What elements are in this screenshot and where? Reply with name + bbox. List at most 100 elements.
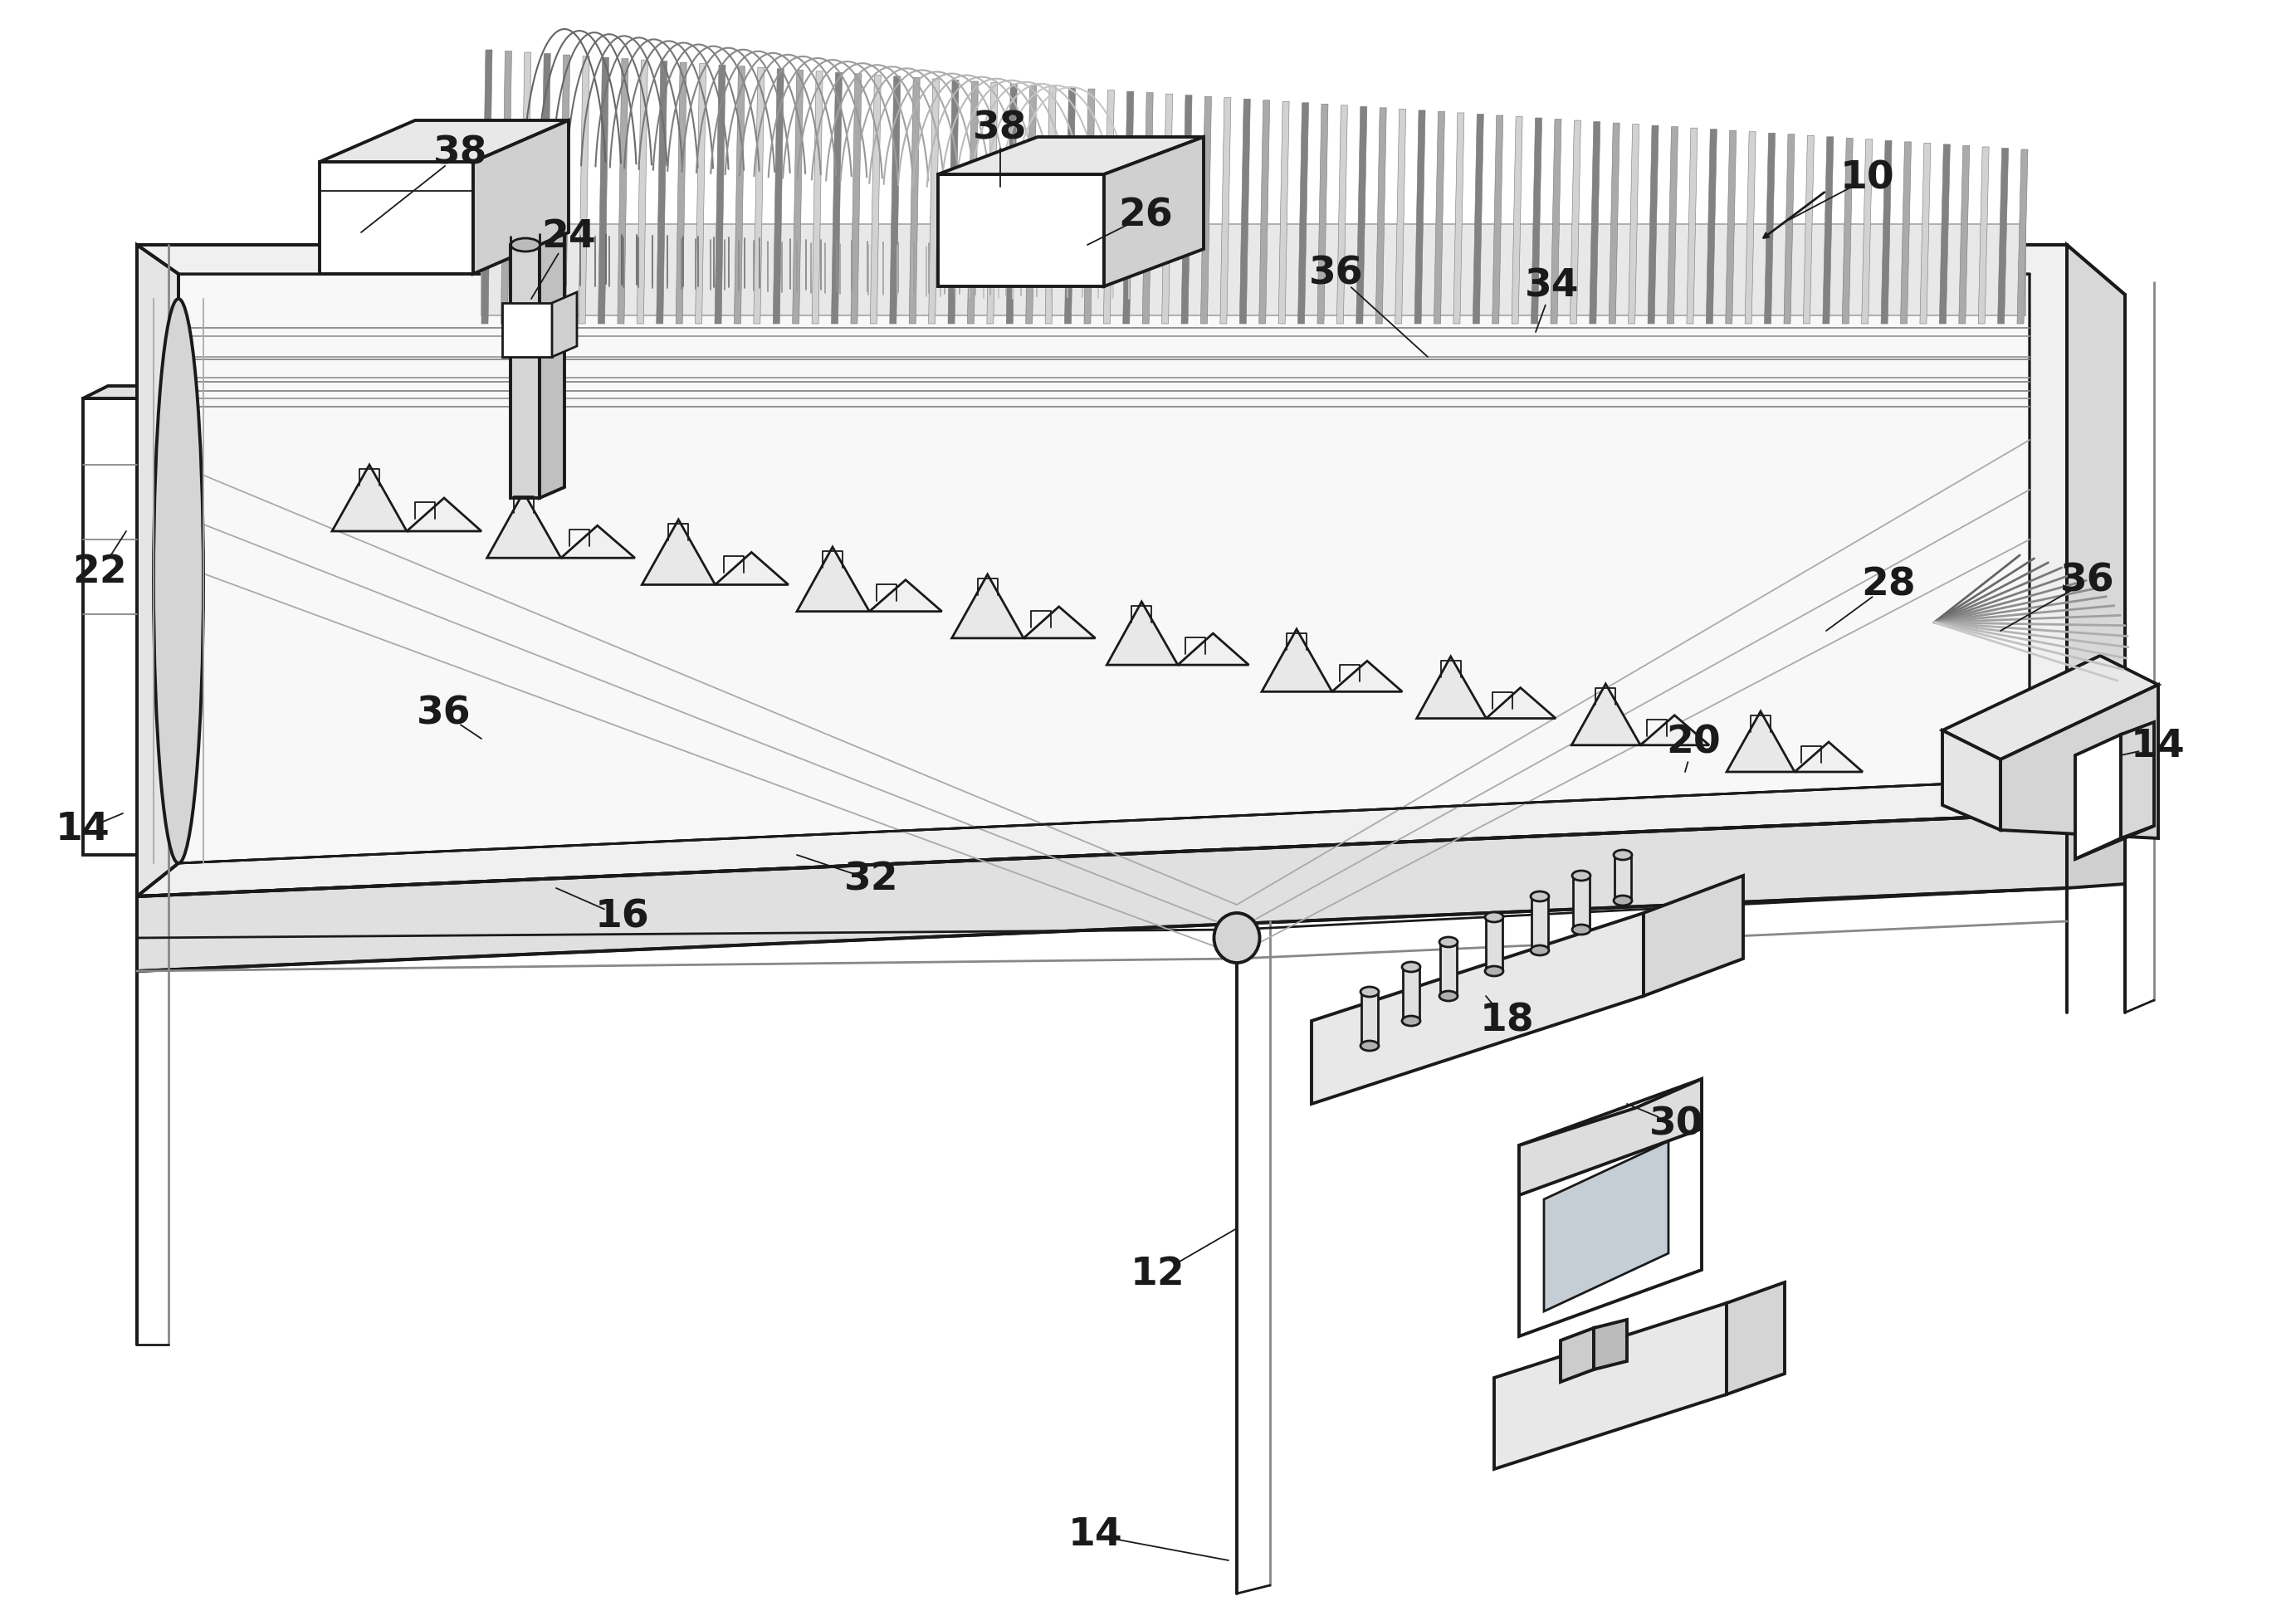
Polygon shape bbox=[1520, 1079, 1701, 1336]
Polygon shape bbox=[1492, 116, 1504, 324]
Polygon shape bbox=[1453, 113, 1465, 324]
Polygon shape bbox=[1357, 106, 1366, 324]
Polygon shape bbox=[675, 63, 687, 324]
Polygon shape bbox=[1531, 118, 1543, 324]
Ellipse shape bbox=[1403, 962, 1421, 971]
Polygon shape bbox=[1795, 743, 1862, 772]
Polygon shape bbox=[1573, 876, 1589, 930]
Polygon shape bbox=[2066, 809, 2126, 888]
Polygon shape bbox=[1084, 89, 1095, 324]
Text: 36: 36 bbox=[1309, 255, 1364, 293]
Polygon shape bbox=[643, 520, 714, 585]
Polygon shape bbox=[1802, 135, 1814, 324]
Polygon shape bbox=[797, 548, 870, 612]
Polygon shape bbox=[1880, 140, 1892, 324]
Text: 18: 18 bbox=[1479, 1002, 1534, 1039]
Polygon shape bbox=[482, 50, 491, 324]
Polygon shape bbox=[1495, 1303, 1727, 1469]
Polygon shape bbox=[870, 580, 941, 612]
Polygon shape bbox=[1279, 101, 1290, 324]
Text: 16: 16 bbox=[595, 899, 650, 936]
Polygon shape bbox=[1543, 1141, 1669, 1311]
Polygon shape bbox=[319, 161, 473, 274]
Polygon shape bbox=[1486, 688, 1557, 719]
Polygon shape bbox=[1417, 657, 1486, 719]
Ellipse shape bbox=[1362, 1041, 1380, 1050]
Polygon shape bbox=[618, 58, 629, 324]
Text: 38: 38 bbox=[974, 110, 1026, 147]
Text: 22: 22 bbox=[71, 554, 126, 591]
Text: 36: 36 bbox=[418, 694, 471, 733]
Polygon shape bbox=[503, 303, 551, 358]
Polygon shape bbox=[753, 68, 765, 324]
Polygon shape bbox=[1942, 730, 2000, 830]
Polygon shape bbox=[939, 137, 1203, 174]
Polygon shape bbox=[1107, 603, 1178, 665]
Polygon shape bbox=[551, 292, 576, 358]
Polygon shape bbox=[319, 121, 569, 161]
Polygon shape bbox=[967, 81, 978, 324]
Text: 36: 36 bbox=[2060, 562, 2115, 599]
Polygon shape bbox=[1784, 134, 1795, 324]
Polygon shape bbox=[521, 52, 530, 324]
Ellipse shape bbox=[1614, 896, 1632, 905]
Polygon shape bbox=[1006, 84, 1017, 324]
Polygon shape bbox=[1940, 145, 1949, 324]
Polygon shape bbox=[2066, 245, 2126, 814]
Polygon shape bbox=[1511, 116, 1522, 324]
Polygon shape bbox=[792, 69, 804, 324]
Polygon shape bbox=[473, 121, 569, 274]
Polygon shape bbox=[928, 79, 939, 324]
Polygon shape bbox=[953, 575, 1024, 638]
Polygon shape bbox=[1614, 855, 1630, 901]
Polygon shape bbox=[1998, 148, 2009, 324]
Polygon shape bbox=[1396, 110, 1405, 324]
Ellipse shape bbox=[1440, 938, 1458, 947]
Polygon shape bbox=[1332, 661, 1403, 691]
Polygon shape bbox=[83, 398, 138, 855]
Polygon shape bbox=[1550, 119, 1561, 324]
Polygon shape bbox=[2000, 685, 2158, 838]
Polygon shape bbox=[1375, 108, 1387, 324]
Polygon shape bbox=[1178, 633, 1249, 665]
Polygon shape bbox=[2076, 735, 2122, 859]
Polygon shape bbox=[1763, 134, 1775, 324]
Text: 26: 26 bbox=[1118, 197, 1173, 235]
Ellipse shape bbox=[1614, 851, 1632, 860]
Ellipse shape bbox=[1531, 891, 1550, 902]
Polygon shape bbox=[636, 60, 647, 324]
Polygon shape bbox=[1561, 1327, 1593, 1382]
Polygon shape bbox=[1531, 896, 1548, 950]
Polygon shape bbox=[1219, 98, 1231, 324]
Polygon shape bbox=[1318, 105, 1327, 324]
Polygon shape bbox=[1026, 85, 1035, 324]
Polygon shape bbox=[1362, 992, 1378, 1046]
Polygon shape bbox=[1901, 142, 1910, 324]
Text: 24: 24 bbox=[542, 217, 597, 255]
Polygon shape bbox=[1143, 93, 1153, 324]
Polygon shape bbox=[540, 234, 565, 498]
Polygon shape bbox=[1958, 145, 1970, 324]
Polygon shape bbox=[510, 245, 540, 498]
Polygon shape bbox=[909, 77, 921, 324]
Polygon shape bbox=[1520, 1079, 1701, 1195]
Ellipse shape bbox=[1486, 967, 1504, 976]
Polygon shape bbox=[1403, 967, 1419, 1021]
Text: 30: 30 bbox=[1649, 1107, 1704, 1144]
Polygon shape bbox=[333, 466, 406, 532]
Polygon shape bbox=[487, 493, 560, 557]
Ellipse shape bbox=[1403, 1017, 1421, 1026]
Polygon shape bbox=[1201, 97, 1212, 324]
Polygon shape bbox=[774, 69, 783, 324]
Polygon shape bbox=[1706, 129, 1717, 324]
Polygon shape bbox=[560, 525, 636, 557]
Text: 14: 14 bbox=[1068, 1518, 1123, 1555]
Text: 34: 34 bbox=[1525, 267, 1580, 304]
Text: 10: 10 bbox=[1841, 159, 1894, 197]
Ellipse shape bbox=[154, 298, 204, 863]
Polygon shape bbox=[1336, 105, 1348, 324]
Polygon shape bbox=[1745, 132, 1756, 324]
Polygon shape bbox=[1045, 87, 1056, 324]
Polygon shape bbox=[1942, 656, 2158, 759]
Polygon shape bbox=[540, 53, 551, 324]
